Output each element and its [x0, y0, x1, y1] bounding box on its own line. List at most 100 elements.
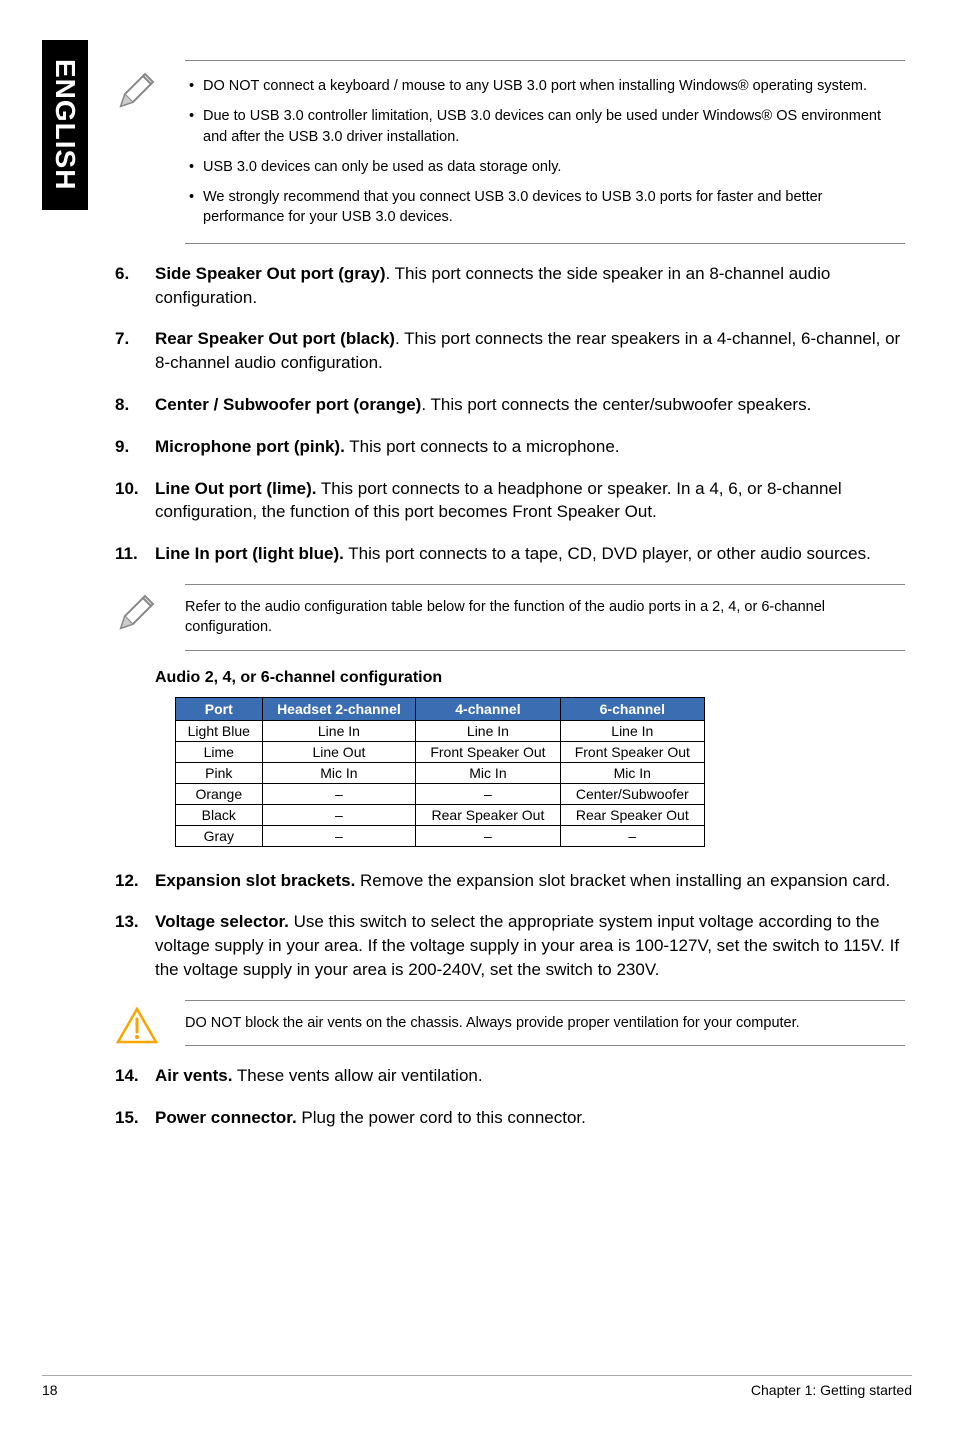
table-row: PinkMic InMic InMic In	[176, 762, 705, 783]
table-cell: Mic In	[560, 762, 704, 783]
note-bullet: USB 3.0 devices can only be used as data…	[185, 152, 905, 182]
item-number: 15.	[115, 1106, 155, 1130]
item-body: Expansion slot brackets. Remove the expa…	[155, 869, 905, 893]
item-body: Air vents. These vents allow air ventila…	[155, 1064, 905, 1088]
table-cell: –	[262, 825, 416, 846]
item-number: 9.	[115, 435, 155, 459]
item-body: Voltage selector. Use this switch to sel…	[155, 910, 905, 981]
note-text: Refer to the audio configuration table b…	[185, 584, 905, 651]
table-cell: Center/Subwoofer	[560, 783, 704, 804]
item-bold: Voltage selector.	[155, 912, 289, 931]
table-cell: Line In	[262, 720, 416, 741]
note-bullet: We strongly recommend that you connect U…	[185, 182, 905, 233]
table-row: Gray–––	[176, 825, 705, 846]
audio-config-table: Port Headset 2-channel 4-channel 6-chann…	[175, 697, 705, 847]
config-heading: Audio 2, 4, or 6-channel configuration	[155, 669, 905, 687]
table-cell: –	[416, 783, 560, 804]
item-body: Side Speaker Out port (gray). This port …	[155, 262, 905, 310]
table-cell: Line In	[416, 720, 560, 741]
list-item: 14. Air vents. These vents allow air ven…	[115, 1064, 905, 1088]
table-cell: Mic In	[416, 762, 560, 783]
table-row: Black–Rear Speaker OutRear Speaker Out	[176, 804, 705, 825]
table-cell: Gray	[176, 825, 263, 846]
item-number: 6.	[115, 262, 155, 310]
page-footer: 18 Chapter 1: Getting started	[42, 1375, 912, 1398]
item-body: Power connector. Plug the power cord to …	[155, 1106, 905, 1130]
note-bullet: Due to USB 3.0 controller limitation, US…	[185, 101, 905, 152]
item-rest: . This port connects the center/subwoofe…	[421, 395, 811, 414]
warning-block: DO NOT block the air vents on the chassi…	[115, 1000, 905, 1046]
table-row: LimeLine OutFront Speaker OutFront Speak…	[176, 741, 705, 762]
table-cell: Front Speaker Out	[416, 741, 560, 762]
item-number: 11.	[115, 542, 155, 566]
item-rest: These vents allow air ventilation.	[232, 1066, 482, 1085]
list-item: 12. Expansion slot brackets. Remove the …	[115, 869, 905, 893]
item-number: 7.	[115, 327, 155, 375]
note-text: DO NOT connect a keyboard / mouse to any…	[185, 60, 905, 244]
list-item: 8. Center / Subwoofer port (orange). Thi…	[115, 393, 905, 417]
table-cell: Rear Speaker Out	[560, 804, 704, 825]
table-cell: Line Out	[262, 741, 416, 762]
list-item: 10. Line Out port (lime). This port conn…	[115, 477, 905, 525]
table-cell: Line In	[560, 720, 704, 741]
numbered-list: 6. Side Speaker Out port (gray). This po…	[115, 262, 905, 566]
list-item: 6. Side Speaker Out port (gray). This po…	[115, 262, 905, 310]
numbered-list: 14. Air vents. These vents allow air ven…	[115, 1064, 905, 1130]
table-header: 4-channel	[416, 697, 560, 720]
table-header: Headset 2-channel	[262, 697, 416, 720]
warning-icon	[115, 1006, 159, 1046]
item-number: 8.	[115, 393, 155, 417]
item-rest: Remove the expansion slot bracket when i…	[355, 871, 890, 890]
table-cell: –	[560, 825, 704, 846]
warning-text: DO NOT block the air vents on the chassi…	[185, 1000, 905, 1046]
item-number: 12.	[115, 869, 155, 893]
list-item: 7. Rear Speaker Out port (black). This p…	[115, 327, 905, 375]
warning-line: DO NOT block the air vents on the chassi…	[185, 1015, 800, 1031]
item-bold: Microphone port (pink).	[155, 437, 345, 456]
list-item: 11. Line In port (light blue). This port…	[115, 542, 905, 566]
table-header: Port	[176, 697, 263, 720]
table-row: Light BlueLine InLine InLine In	[176, 720, 705, 741]
item-body: Rear Speaker Out port (black). This port…	[155, 327, 905, 375]
item-rest: This port connects to a microphone.	[345, 437, 620, 456]
list-item: 13. Voltage selector. Use this switch to…	[115, 910, 905, 981]
note-bullet: DO NOT connect a keyboard / mouse to any…	[185, 71, 905, 101]
item-number: 10.	[115, 477, 155, 525]
chapter-title: Chapter 1: Getting started	[751, 1382, 912, 1398]
item-body: Line In port (light blue). This port con…	[155, 542, 905, 566]
item-body: Line Out port (lime). This port connects…	[155, 477, 905, 525]
language-tab: ENGLISH	[42, 40, 88, 210]
table-cell: Black	[176, 804, 263, 825]
table-cell: Light Blue	[176, 720, 263, 741]
list-item: 9. Microphone port (pink). This port con…	[115, 435, 905, 459]
item-body: Center / Subwoofer port (orange). This p…	[155, 393, 905, 417]
table-cell: Orange	[176, 783, 263, 804]
table-header: 6-channel	[560, 697, 704, 720]
item-rest: Plug the power cord to this connector.	[297, 1108, 586, 1127]
table-cell: Lime	[176, 741, 263, 762]
item-bold: Center / Subwoofer port (orange)	[155, 395, 421, 414]
pencil-icon	[115, 68, 159, 112]
table-cell: Pink	[176, 762, 263, 783]
pencil-icon	[115, 590, 159, 634]
page-number: 18	[42, 1382, 58, 1398]
note-block-mid: Refer to the audio configuration table b…	[115, 584, 905, 651]
item-bold: Side Speaker Out port (gray)	[155, 264, 386, 283]
item-bold: Rear Speaker Out port (black)	[155, 329, 395, 348]
numbered-list: 12. Expansion slot brackets. Remove the …	[115, 869, 905, 982]
item-bold: Power connector.	[155, 1108, 297, 1127]
table-cell: Rear Speaker Out	[416, 804, 560, 825]
table-header-row: Port Headset 2-channel 4-channel 6-chann…	[176, 697, 705, 720]
item-bold: Line In port (light blue).	[155, 544, 344, 563]
note-line: Refer to the audio configuration table b…	[185, 599, 825, 635]
item-bold: Expansion slot brackets.	[155, 871, 355, 890]
table-cell: –	[262, 783, 416, 804]
note-block-top: DO NOT connect a keyboard / mouse to any…	[115, 60, 905, 244]
item-rest: This port connects to a tape, CD, DVD pl…	[344, 544, 871, 563]
table-cell: Mic In	[262, 762, 416, 783]
item-number: 14.	[115, 1064, 155, 1088]
table-row: Orange––Center/Subwoofer	[176, 783, 705, 804]
list-item: 15. Power connector. Plug the power cord…	[115, 1106, 905, 1130]
item-number: 13.	[115, 910, 155, 981]
item-bold: Line Out port (lime).	[155, 479, 317, 498]
